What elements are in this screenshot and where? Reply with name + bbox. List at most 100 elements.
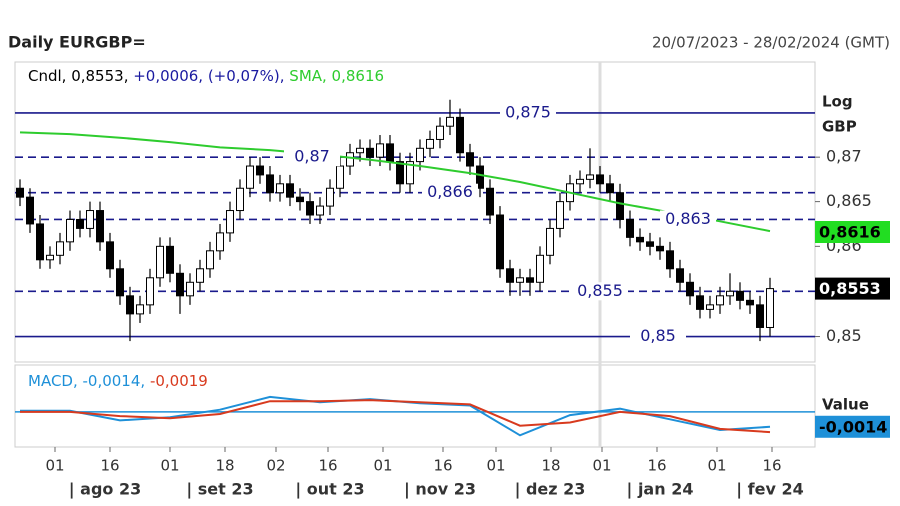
candle-body [426, 138, 434, 149]
candle-body [626, 218, 634, 238]
level-label: 0,863 [665, 209, 711, 228]
candle-body [226, 210, 234, 234]
candle-body [336, 165, 344, 189]
candle-body [26, 196, 34, 225]
macd-panel [14, 364, 816, 448]
candle-body [586, 174, 594, 180]
candle-body [466, 152, 474, 167]
labels: Cndl, 0,8553, +0,0006, (+0,07%), SMA, 0,… [28, 67, 890, 500]
level-label-bg [572, 282, 628, 301]
y-tick-label: 0,865 [826, 191, 872, 210]
x-tick-label: 01 [160, 457, 179, 475]
marks [16, 99, 774, 437]
sma-line [19, 131, 771, 233]
month-label: | ago 23 [69, 480, 142, 500]
candle-body [76, 218, 84, 229]
candle-body [316, 205, 324, 216]
month-label: | nov 23 [404, 480, 476, 500]
candle-body [496, 214, 504, 270]
candle-body [456, 116, 464, 154]
level-label: 0,855 [577, 281, 623, 300]
month-label: | fev 24 [736, 480, 804, 500]
price-panel [14, 61, 816, 363]
level-label-bg [284, 148, 340, 167]
candle-body [146, 277, 154, 306]
x-tick-label: 16 [318, 457, 337, 475]
candle-body [136, 304, 144, 315]
x-tick-label: 01 [592, 457, 611, 475]
candle-body [356, 147, 364, 154]
price-tag [815, 277, 890, 300]
month-label: | out 23 [295, 480, 364, 500]
candle-body [216, 232, 224, 252]
candle-body [576, 178, 584, 185]
candle-body [326, 187, 334, 207]
candle-body [116, 268, 124, 297]
y-tick-label: 0,87 [826, 147, 862, 166]
x-tick-label: 18 [215, 457, 234, 475]
candle-body [376, 143, 384, 158]
candle-body [386, 143, 394, 163]
candle-body [546, 227, 554, 256]
x-tick-label: 01 [373, 457, 392, 475]
candle-body [36, 223, 44, 261]
legend-item: Cndl, 0,8553, [28, 67, 133, 85]
candle-body [726, 290, 734, 297]
candle-body [646, 241, 654, 247]
candle-body [106, 241, 114, 270]
candle-body [156, 245, 164, 279]
x-tick-label: 16 [762, 457, 781, 475]
candle-body [526, 277, 534, 283]
candle-body [96, 210, 104, 243]
candle-body [506, 268, 514, 283]
candle-body [736, 290, 744, 301]
price-tag-label: 0,8616 [819, 222, 881, 241]
candle-body [186, 281, 194, 297]
candle-body [126, 295, 134, 315]
price-tag-label: 0,8553 [819, 279, 881, 298]
candle-body [166, 245, 174, 274]
candle-body [556, 201, 564, 229]
level-label-bg [660, 210, 716, 229]
level-label: 0,85 [640, 326, 676, 345]
candle-body [686, 281, 694, 297]
macd-legend: MACD, -0,0014, -0,0019 [28, 372, 208, 390]
candle-body [596, 174, 604, 185]
candle-body [636, 236, 644, 243]
candle-body [436, 125, 444, 140]
candle-body [676, 268, 684, 283]
candle-body [366, 147, 374, 158]
candle-body [236, 187, 244, 212]
x-tick-label: 16 [647, 457, 666, 475]
candle-body [756, 304, 764, 328]
candle-body [56, 241, 64, 256]
price-tag [815, 220, 890, 243]
candle-body [296, 196, 304, 203]
macd-line [20, 399, 771, 434]
candle-body [766, 288, 774, 328]
candle-body [666, 250, 674, 270]
candle-body [16, 187, 24, 198]
candle-body [476, 165, 484, 189]
candle-body [86, 210, 94, 229]
candle-body [746, 299, 754, 306]
candle-body [276, 183, 284, 194]
candle-body [66, 218, 74, 243]
candle-body [196, 268, 204, 283]
candle-body [696, 295, 704, 310]
candle-body [256, 165, 264, 176]
x-tick-label: 01 [486, 457, 505, 475]
candle-body [486, 187, 494, 216]
candle-body [176, 272, 184, 297]
candle-body [616, 192, 624, 220]
x-tick-label: 01 [45, 457, 64, 475]
price-tag [815, 415, 890, 438]
candle-body [606, 183, 614, 194]
candle-body [716, 295, 724, 306]
unit-label: GBP [822, 118, 857, 136]
scale-label: Log [822, 93, 853, 111]
price-tag-label: -0,0014 [819, 417, 887, 436]
level-label: 0,87 [294, 147, 330, 166]
